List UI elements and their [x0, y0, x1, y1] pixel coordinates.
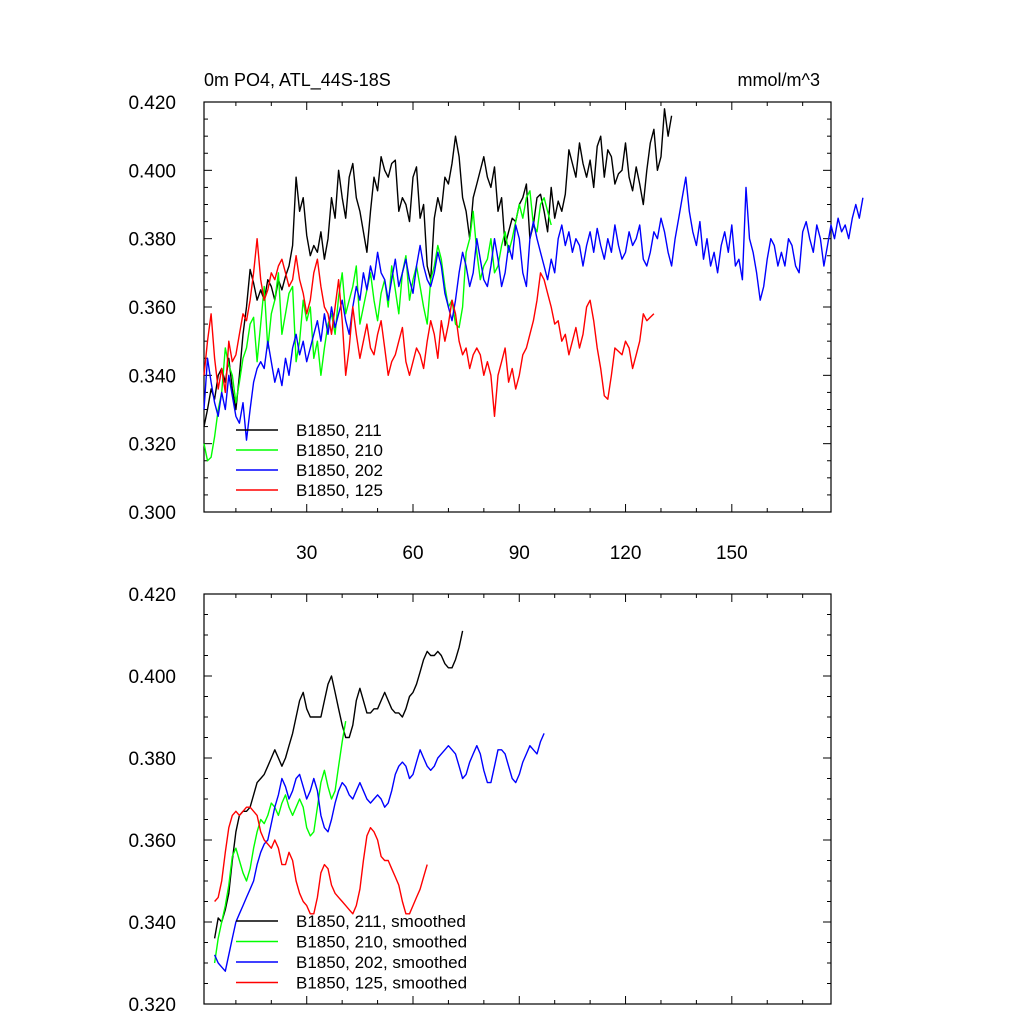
series-line — [203, 190, 552, 462]
y-tick-label: 0.380 — [128, 749, 176, 770]
bottom-panel: 0.320 0.340 0.360 0.380 0.400 0.420 B1850, 211… — [128, 585, 832, 1016]
y-tick-label: 0.320 — [128, 995, 176, 1016]
legend-label: B1850, 202, smoothed — [296, 953, 467, 972]
legend-label: B1850, 202 — [296, 461, 383, 480]
chart-title: 0m PO4, ATL_44S-18S — [204, 70, 391, 91]
legend-label: B1850, 210 — [296, 441, 383, 460]
legend-label: B1850, 125 — [296, 481, 383, 500]
y-tick-label: 0.400 — [128, 667, 176, 688]
y-tick-label: 0.300 — [128, 503, 176, 524]
y-tick-label: 0.400 — [128, 161, 176, 182]
series-line — [203, 237, 655, 417]
series-line — [214, 806, 428, 915]
series-line — [213, 630, 464, 939]
x-tick-label: 60 — [402, 543, 423, 564]
x-tick-label: 30 — [296, 543, 317, 564]
series-line — [203, 108, 673, 427]
series-line — [203, 176, 864, 441]
legend-label: B1850, 211, smoothed — [296, 912, 466, 931]
legend-label: B1850, 125, smoothed — [296, 974, 467, 993]
y-tick-label: 0.320 — [128, 435, 176, 456]
y-tick-label: 0.380 — [128, 230, 176, 251]
legend-label: B1850, 210, smoothed — [296, 933, 467, 952]
x-tick-label: 150 — [716, 543, 748, 564]
top-panel: 0m PO4, ATL_44S-18S mmol/m^3 0.300 0.320 0… — [128, 70, 864, 564]
x-tick-label: 120 — [610, 543, 642, 564]
series-line — [213, 720, 347, 964]
y-tick-label: 0.360 — [128, 831, 176, 852]
x-tick-label: 90 — [509, 543, 530, 564]
series-line — [213, 733, 545, 972]
y-tick-label: 0.420 — [128, 585, 176, 606]
y-tick-label: 0.360 — [128, 298, 176, 319]
legend-label: B1850, 211 — [296, 421, 382, 440]
y-tick-label: 0.420 — [128, 93, 176, 114]
y-tick-label: 0.340 — [128, 366, 176, 387]
y-tick-label: 0.340 — [128, 913, 176, 934]
units-label: mmol/m^3 — [738, 70, 820, 90]
